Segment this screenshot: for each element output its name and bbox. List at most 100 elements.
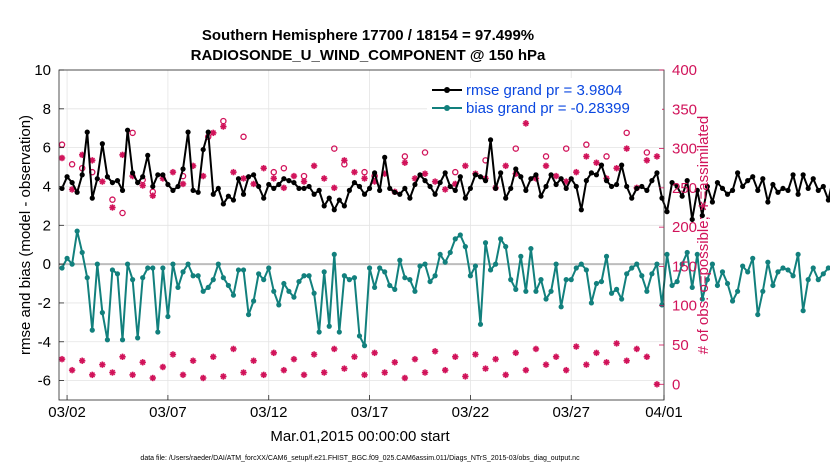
bias-point [674,278,680,285]
bias-point [432,273,438,279]
y-tick-label-left: 0 [43,256,51,273]
rmse-point [99,141,105,147]
bias-point [629,265,635,271]
rmse-point [719,185,726,192]
bias-point [578,261,584,267]
y-tick-label-right: 250 [672,180,697,197]
rmse-point [296,185,302,192]
bias-point [452,236,458,242]
obs-assimilated-marker [250,180,257,188]
bias-point [372,284,378,291]
rmse-point [165,181,171,188]
x-tick-label: 03/12 [250,404,288,421]
bias-point [361,343,368,349]
obs-assimilated-marker [320,175,328,182]
rmse-point [593,172,600,178]
obs-assimilated-marker [391,359,398,366]
bias-point [593,280,600,287]
rmse-point [684,178,690,184]
rmse-point [170,187,176,193]
rmse-point [427,183,433,190]
obs-assimilated-marker [99,178,106,185]
rmse-point [437,179,443,186]
obs-possible-marker [331,145,338,152]
bias-point [679,261,685,267]
obs-assimilated-marker [310,351,318,358]
rmse-point [765,199,771,205]
y-tick-label-left: 10 [34,62,51,79]
obs-assimilated-marker [512,349,519,357]
rmse-point [220,201,226,207]
bias-point [603,253,610,259]
obs-assimilated-marker [411,175,419,182]
rmse-point [225,193,231,199]
obs-assimilated-marker [492,355,499,363]
bias-point [306,273,312,279]
obs-assimilated-marker [129,371,136,379]
bias-point [69,261,75,267]
rmse-point [109,179,116,186]
obs-assimilated-marker [603,359,610,366]
rmse-point [760,176,766,182]
bias-point [699,296,705,302]
obs-assimilated-marker [562,178,570,185]
bias-point [200,288,206,294]
rmse-point [563,185,569,192]
bias-point [508,277,514,283]
bias-point [311,290,317,296]
bias-point [457,232,463,238]
rmse-point [366,185,373,192]
obs-assimilated-marker [149,374,156,382]
bias-point [74,228,80,234]
bias-point [719,269,726,275]
bias-point [412,288,418,294]
obs-assimilated-marker [562,366,570,374]
bias-point [624,271,630,277]
rmse-point [291,179,297,186]
bias-point [276,302,282,308]
rmse-point [659,195,665,201]
obs-assimilated-marker [502,371,509,379]
bias-point [341,273,347,279]
rmse-point [301,185,307,192]
rmse-point [487,137,494,143]
rmse-point [382,154,388,160]
bias-point [523,288,529,294]
bias-point [704,277,710,283]
rmse-point [245,174,252,180]
obs-assimilated-marker [139,182,146,189]
obs-assimilated-marker [159,363,167,371]
rmse-point [578,207,584,213]
rmse-point [256,183,262,190]
bias-point [825,265,830,271]
obs-assimilated-marker [310,162,318,170]
bias-point [326,323,332,329]
obs-possible-marker [583,141,590,148]
obs-assimilated-marker [613,340,620,347]
rmse-point [654,170,660,176]
obs-assimilated-marker [532,345,540,353]
rmse-point [210,191,216,197]
obs-assimilated-marker [58,154,66,162]
obs-assimilated-marker [179,180,187,188]
rmse-point [271,185,277,192]
rmse-point [603,178,610,184]
obs-assimilated-marker [421,369,429,376]
legend-marker-bias [444,105,450,111]
bias-point [124,261,131,267]
x-tick-label: 03/07 [149,404,187,421]
bias-point [175,284,181,291]
bias-point [402,275,408,281]
bias-point [195,273,201,279]
y-axis-label-right: # of obs: o=possible; ∗=assimilated [695,116,712,355]
rmse-point [392,189,398,195]
rmse-point [351,179,358,186]
obs-assimilated-marker [139,359,146,366]
bias-point [210,277,216,283]
y-tick-label-left: -2 [38,295,51,312]
bias-point [422,261,428,267]
bias-point [538,277,544,283]
rmse-point [215,185,221,192]
bias-point [331,251,337,258]
rmse-point [624,183,630,190]
